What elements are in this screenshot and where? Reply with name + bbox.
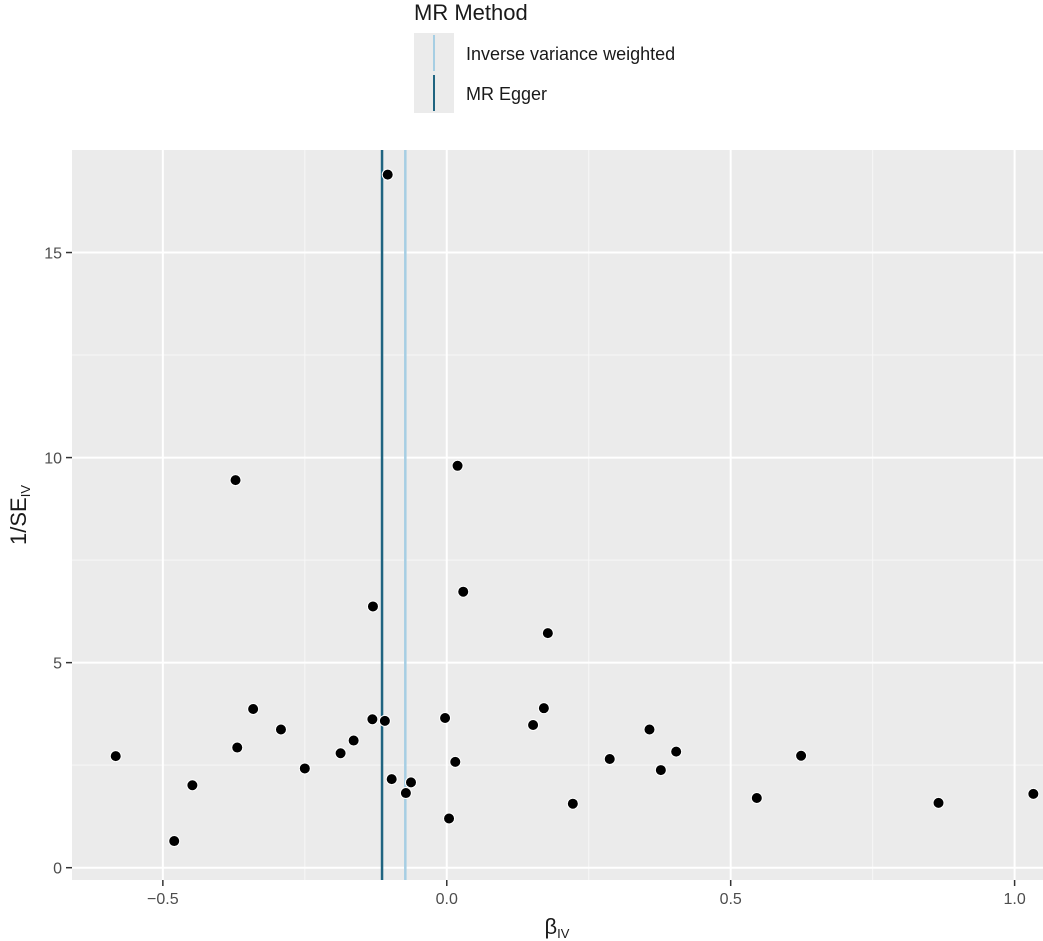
data-point (527, 718, 540, 731)
minor-gridlines (72, 150, 1043, 880)
y-axis-title: 1/SEIV (6, 485, 33, 545)
data-point (378, 714, 391, 727)
data-point (381, 168, 394, 181)
data-point (603, 753, 616, 766)
data-point (795, 749, 808, 762)
data-point (385, 773, 398, 786)
data-point (229, 474, 242, 487)
data-point (186, 779, 199, 792)
x-tick-label: 1.0 (1003, 891, 1025, 908)
y-tick-label: 0 (53, 861, 62, 878)
data-point (274, 723, 287, 736)
legend-key-ivw (414, 33, 454, 73)
legend-key-egger-line (433, 75, 435, 111)
y-axis: 0 5 10 15 (44, 246, 72, 878)
x-axis: −0.5 0.0 0.5 1.0 (147, 880, 1026, 908)
data-point (404, 776, 417, 789)
data-point (457, 585, 470, 598)
plot-panel (72, 150, 1043, 880)
data-point (334, 747, 347, 760)
method-lines (380, 150, 407, 880)
legend-label-ivw: Inverse variance weighted (466, 44, 676, 64)
data-point (439, 712, 452, 725)
data-points (109, 168, 1040, 848)
data-point (643, 723, 656, 736)
data-point (1027, 787, 1040, 800)
data-point (449, 755, 462, 768)
data-point (109, 750, 122, 763)
data-point (670, 745, 683, 758)
data-point (347, 734, 360, 747)
data-point (366, 713, 379, 726)
data-point (537, 702, 550, 715)
major-gridlines (72, 150, 1043, 880)
legend-label-egger: MR Egger (466, 84, 548, 104)
data-point (451, 459, 464, 472)
data-point (541, 627, 554, 640)
y-tick-label: 15 (44, 246, 62, 263)
legend-key-ivw-line (433, 35, 435, 71)
data-point (247, 702, 260, 715)
data-point (932, 796, 945, 809)
data-point (231, 741, 244, 754)
x-tick-label: 0.0 (436, 891, 458, 908)
legend-key-egger (414, 73, 454, 113)
data-point (566, 797, 579, 810)
data-point (168, 835, 181, 848)
x-axis-title: βIV (545, 914, 570, 941)
data-point (654, 764, 667, 777)
x-tick-label: −0.5 (147, 891, 179, 908)
data-point (366, 600, 379, 613)
legend-title: MR Method (414, 0, 528, 25)
data-point (298, 762, 311, 775)
x-tick-label: 0.5 (720, 891, 742, 908)
y-tick-label: 5 (53, 656, 62, 673)
y-tick-label: 10 (44, 451, 62, 468)
data-point (399, 787, 412, 800)
data-point (750, 791, 763, 804)
data-point (443, 812, 456, 825)
